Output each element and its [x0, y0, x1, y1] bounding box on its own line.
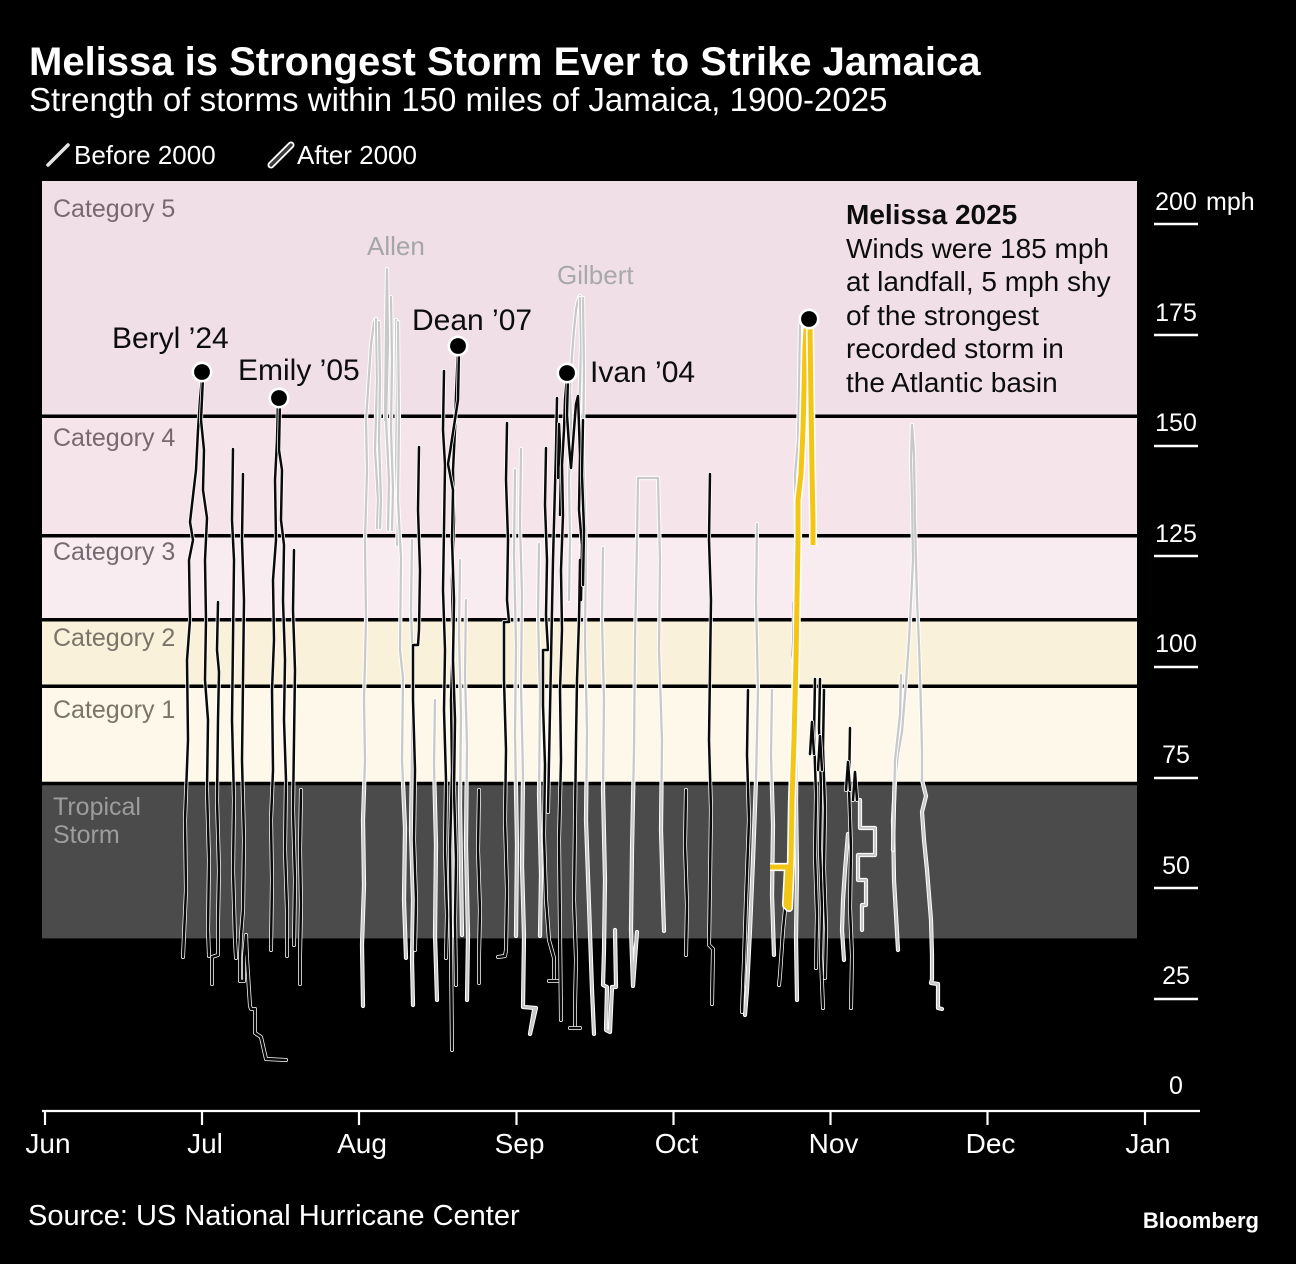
svg-text:Bloomberg: Bloomberg: [1143, 1208, 1259, 1233]
svg-text:Before 2000: Before 2000: [74, 140, 216, 170]
svg-text:Melissa 2025: Melissa 2025: [846, 199, 1017, 230]
svg-text:Source: US National Hurricane: Source: US National Hurricane Center: [28, 1200, 520, 1232]
svg-text:of the strongest: of the strongest: [846, 300, 1039, 331]
svg-text:Category 4: Category 4: [53, 424, 175, 452]
svg-text:After 2000: After 2000: [297, 140, 417, 170]
svg-text:200: 200: [1155, 188, 1197, 216]
svg-text:Allen: Allen: [367, 231, 425, 261]
svg-text:Beryl ’24: Beryl ’24: [112, 322, 229, 355]
svg-text:75: 75: [1162, 741, 1190, 769]
svg-text:Sep: Sep: [495, 1128, 545, 1159]
svg-text:Aug: Aug: [337, 1128, 387, 1159]
svg-text:Winds were 185 mph: Winds were 185 mph: [846, 233, 1109, 264]
svg-text:Tropical: Tropical: [53, 793, 141, 821]
svg-text:Strength of storms within 150: Strength of storms within 150 miles of J…: [29, 81, 887, 118]
svg-text:mph: mph: [1206, 188, 1255, 216]
svg-text:Dec: Dec: [966, 1128, 1016, 1159]
svg-text:25: 25: [1162, 962, 1190, 990]
svg-text:Storm: Storm: [53, 821, 120, 849]
svg-text:125: 125: [1155, 520, 1197, 548]
svg-text:0: 0: [1169, 1072, 1183, 1100]
svg-text:Oct: Oct: [655, 1128, 699, 1159]
svg-text:Melissa is Strongest Storm Eve: Melissa is Strongest Storm Ever to Strik…: [29, 40, 981, 84]
svg-text:the Atlantic basin: the Atlantic basin: [846, 367, 1058, 398]
svg-text:Ivan ’04: Ivan ’04: [590, 356, 695, 389]
svg-text:Nov: Nov: [809, 1128, 859, 1159]
svg-text:Emily ’05: Emily ’05: [238, 354, 360, 387]
svg-text:Jul: Jul: [187, 1128, 223, 1159]
svg-text:at landfall, 5 mph shy: at landfall, 5 mph shy: [846, 266, 1111, 297]
svg-text:150: 150: [1155, 409, 1197, 437]
svg-text:Category 5: Category 5: [53, 195, 175, 223]
svg-text:Dean ’07: Dean ’07: [412, 304, 532, 337]
svg-text:Jun: Jun: [25, 1128, 70, 1159]
svg-text:175: 175: [1155, 299, 1197, 327]
svg-text:Category 3: Category 3: [53, 538, 175, 566]
svg-text:Category 2: Category 2: [53, 624, 175, 652]
svg-text:Category 1: Category 1: [53, 696, 175, 724]
svg-text:recorded storm in: recorded storm in: [846, 333, 1064, 364]
svg-text:Jan: Jan: [1125, 1128, 1170, 1159]
svg-text:100: 100: [1155, 630, 1197, 658]
svg-text:50: 50: [1162, 852, 1190, 880]
svg-text:Gilbert: Gilbert: [557, 260, 634, 290]
